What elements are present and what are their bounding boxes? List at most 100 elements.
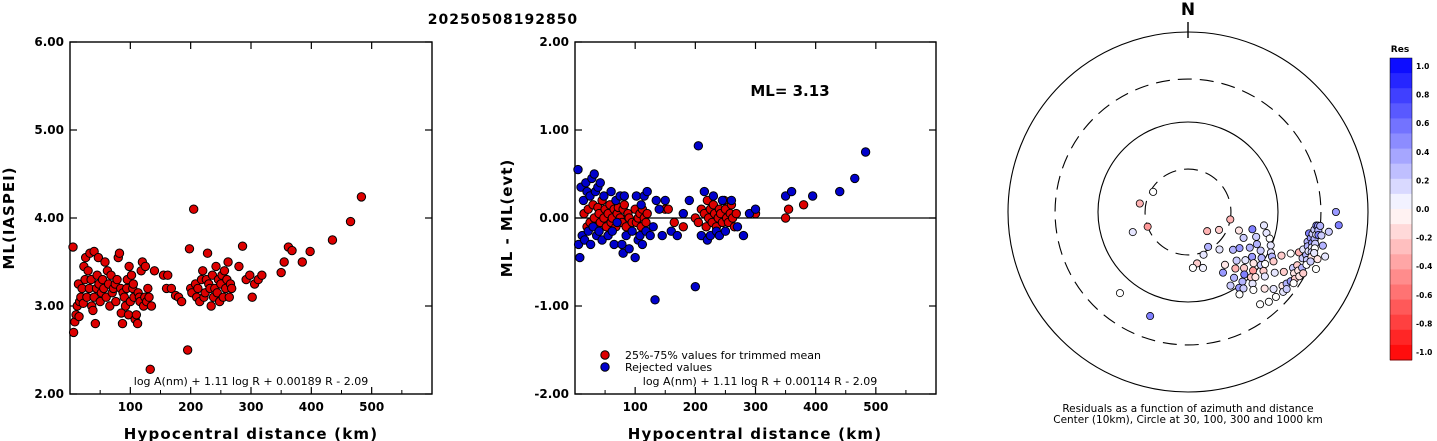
- data-point: [327, 235, 338, 245]
- colorbar-tick-label: 0.0: [1416, 205, 1429, 214]
- residual-colorbar: Res 1.0 0.8 0.6 0.4 0.2 0.0 -0.2 -0.4 -0.6 -0.8 -1…: [1389, 45, 1432, 361]
- data-point: [678, 208, 688, 219]
- data-point: [188, 204, 199, 214]
- x-tick-label: 400: [299, 400, 324, 414]
- polar-point: [1249, 259, 1258, 268]
- colorbar-cells: [1389, 57, 1413, 361]
- middle-axis-ticks: 100 200 300 400 500 -2.00 -1.00 0.00 1.00 2.00: [534, 35, 936, 414]
- data-point: [780, 213, 791, 223]
- legend-marker-trimmed: [600, 350, 610, 360]
- polar-point: [1135, 199, 1144, 208]
- data-point: [83, 266, 93, 276]
- y-tick-label: -1.00: [534, 299, 569, 313]
- data-point: [163, 270, 173, 280]
- data-point: [669, 217, 679, 228]
- left-scatter-panel: 100 200 300 400 500 2.00 3.00 4.00 5.00 6.00 log …: [0, 35, 433, 441]
- data-point: [637, 239, 648, 250]
- data-point: [297, 257, 307, 267]
- data-point: [126, 270, 137, 280]
- data-point: [117, 318, 128, 329]
- polar-point: [1316, 221, 1325, 230]
- y-tick-label: 5.00: [34, 123, 64, 137]
- data-point: [617, 239, 627, 250]
- data-point: [690, 281, 701, 292]
- polar-caption-line-2: Center (10km), Circle at 30, 100, 300 an…: [1053, 414, 1323, 426]
- data-point: [111, 296, 121, 307]
- colorbar-tick-label: 1.0: [1416, 62, 1429, 71]
- data-point: [650, 295, 660, 305]
- data-point: [279, 257, 289, 267]
- colorbar-cell: [1390, 299, 1412, 316]
- polar-residual-panel: N Residuals as a function of azimuth and…: [1007, 0, 1369, 426]
- colorbar-tick-label: 0.2: [1416, 176, 1429, 185]
- polar-point: [1331, 207, 1340, 216]
- left-plot-frame: [69, 41, 433, 395]
- colorbar-cell: [1390, 329, 1412, 346]
- polar-point: [1146, 312, 1155, 321]
- polar-point: [1256, 246, 1265, 255]
- polar-point: [1266, 241, 1275, 250]
- data-point: [599, 191, 609, 201]
- colorbar-frame: [1389, 57, 1413, 361]
- y-tick-label: 0.00: [539, 211, 569, 225]
- x-tick-label: 100: [118, 400, 143, 414]
- polar-point: [1226, 281, 1235, 290]
- y-tick-label: 3.00: [34, 299, 64, 313]
- colorbar-cell: [1390, 88, 1412, 104]
- data-point: [237, 241, 248, 251]
- y-tick-label: -2.00: [534, 387, 569, 401]
- data-point: [68, 327, 79, 338]
- data-point: [226, 283, 237, 294]
- data-point: [654, 204, 664, 214]
- polar-point: [1188, 263, 1197, 272]
- left-axis-ticks: 100 200 300 400 500 2.00 3.00 4.00 5.00 6.00: [34, 35, 432, 414]
- data-point: [699, 186, 710, 197]
- data-point: [585, 239, 596, 250]
- polar-point: [1264, 297, 1273, 306]
- polar-point: [1269, 257, 1278, 266]
- polar-point: [1251, 273, 1260, 282]
- polar-rings: [1007, 31, 1369, 393]
- polar-point: [1259, 221, 1268, 230]
- data-point: [88, 305, 98, 316]
- colorbar-cell: [1390, 314, 1412, 331]
- x-tick-label: 500: [359, 400, 384, 414]
- colorbar-cell: [1390, 58, 1412, 74]
- x-tick-label: 100: [623, 400, 648, 414]
- data-point: [850, 173, 860, 184]
- data-point: [131, 310, 142, 320]
- polar-data-points: [1115, 187, 1343, 321]
- polar-point: [1149, 187, 1158, 196]
- data-point: [663, 204, 673, 214]
- y-tick-label: 6.00: [34, 35, 64, 49]
- polar-point: [1260, 284, 1269, 293]
- data-point: [645, 230, 655, 241]
- colorbar-tick-label: 0.8: [1416, 91, 1429, 100]
- data-point: [166, 283, 177, 294]
- colorbar-tick-labels: 1.0 0.8 0.6 0.4 0.2 0.0 -0.2 -0.4 -0.6 -0.8 -1.0: [1416, 62, 1432, 357]
- polar-point: [1249, 285, 1258, 294]
- legend-label-trimmed: 25%-75% values for trimmed mean: [625, 349, 821, 362]
- polar-point: [1245, 243, 1254, 252]
- data-point: [182, 345, 193, 355]
- data-point: [145, 364, 155, 375]
- polar-point: [1248, 225, 1257, 234]
- polar-point: [1234, 226, 1243, 235]
- data-point: [124, 261, 134, 272]
- colorbar-cell: [1390, 254, 1412, 270]
- polar-point: [1271, 292, 1280, 301]
- data-point: [783, 204, 794, 214]
- y-tick-label: 2.00: [539, 35, 569, 49]
- x-tick-label: 200: [178, 400, 203, 414]
- data-point: [720, 226, 731, 236]
- data-point: [224, 292, 234, 302]
- colorbar-cell: [1390, 224, 1412, 240]
- data-point: [636, 200, 646, 210]
- polar-point: [1277, 251, 1286, 260]
- middle-y-axis-label: ML - ML(evt): [498, 159, 516, 277]
- data-point: [798, 200, 809, 210]
- data-point: [112, 274, 122, 285]
- polar-point: [1235, 244, 1244, 253]
- data-point: [738, 230, 749, 241]
- polar-point: [1239, 233, 1248, 242]
